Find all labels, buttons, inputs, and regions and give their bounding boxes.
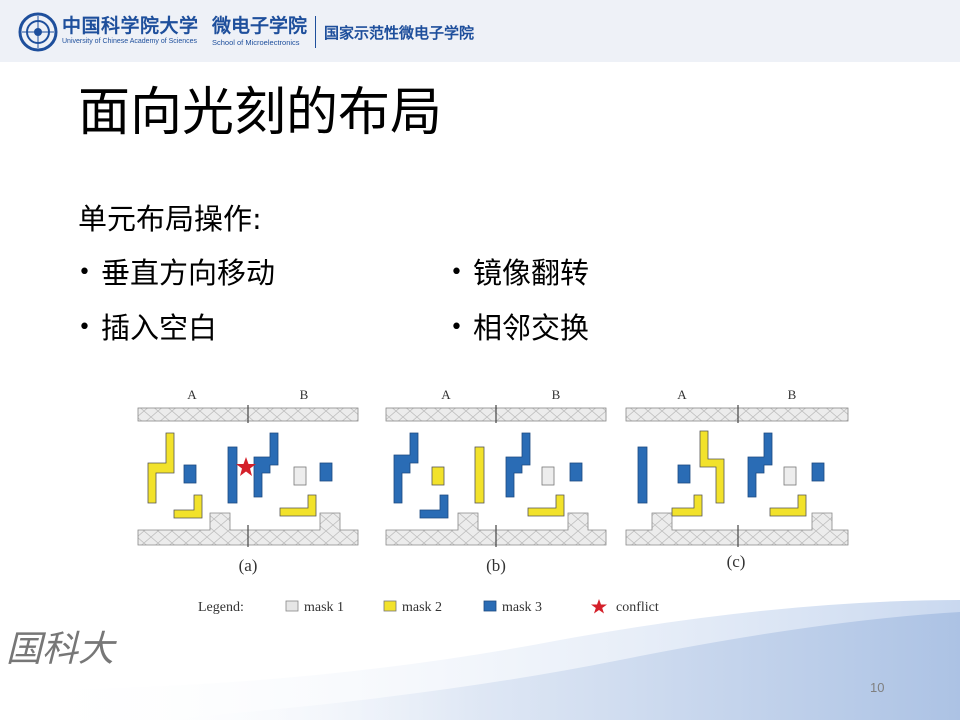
panel-a-label-a: A	[187, 387, 197, 402]
panel-b-caption: (b)	[486, 556, 506, 575]
panel-b-label-a: A	[441, 387, 451, 402]
legend-swatch-mask1	[285, 600, 299, 612]
legend-title: Legend:	[198, 600, 244, 615]
legend-conflict-icon	[591, 599, 607, 614]
panel-a-caption: (a)	[239, 556, 258, 575]
page-number: 10	[870, 680, 885, 695]
figure-panel-b: A B (b)	[385, 387, 607, 575]
slide-subtitle: 单元布局操作:	[78, 202, 262, 236]
bullet-item: • 镜像翻转	[450, 250, 589, 292]
university-name-en: University of Chinese Academy of Science…	[62, 38, 198, 45]
bullet-dot: •	[450, 260, 463, 285]
legend-swatch-mask3	[483, 600, 497, 612]
bullet-text: 镜像翻转	[472, 256, 589, 290]
panel-c-label-b: B	[788, 387, 797, 402]
university-name-cn: 中国科学院大学	[62, 15, 199, 37]
demo-school-label: 国家示范性微电子学院	[324, 24, 475, 42]
bullet-text: 垂直方向移动	[100, 256, 275, 290]
bullet-item: • 垂直方向移动	[78, 250, 275, 292]
legend-swatch-mask2	[383, 600, 397, 612]
bullet-dot: •	[78, 260, 91, 285]
figure-panel-c: A B (c)	[625, 387, 849, 571]
conflict-star-icon	[236, 457, 256, 476]
school-name-cn: 微电子学院	[212, 15, 308, 37]
figure-legend: Legend: mask 1 mask 2 mask 3 conflict	[198, 599, 659, 615]
header-divider	[315, 16, 316, 48]
legend-item-mask3: mask 3	[502, 600, 542, 615]
panel-a-label-b: B	[300, 387, 309, 402]
bullet-text: 相邻交换	[472, 311, 589, 345]
legend-item-mask1: mask 1	[304, 600, 344, 615]
panel-c-label-a: A	[677, 387, 687, 402]
header-bar: 中国科学院大学 University of Chinese Academy of…	[0, 0, 960, 62]
slide-title: 面向光刻的布局	[78, 83, 443, 143]
panel-b-label-b: B	[552, 387, 561, 402]
layout-figure: A B (a) A B (b)	[137, 387, 849, 615]
bullet-item: • 插入空白	[78, 305, 217, 347]
bullet-dot: •	[450, 315, 463, 340]
legend-item-conflict: conflict	[616, 600, 659, 615]
ucas-calligraphy-logo: 国科大	[6, 629, 115, 670]
figure-panel-a: A B (a)	[137, 387, 359, 575]
bullet-text: 插入空白	[100, 311, 217, 345]
legend-item-mask2: mask 2	[402, 600, 442, 615]
panel-c-caption: (c)	[727, 552, 746, 571]
bullet-item: • 相邻交换	[450, 305, 589, 347]
bullet-dot: •	[78, 315, 91, 340]
university-logo-icon	[18, 12, 58, 52]
school-name-en: School of Microelectronics	[212, 38, 300, 47]
